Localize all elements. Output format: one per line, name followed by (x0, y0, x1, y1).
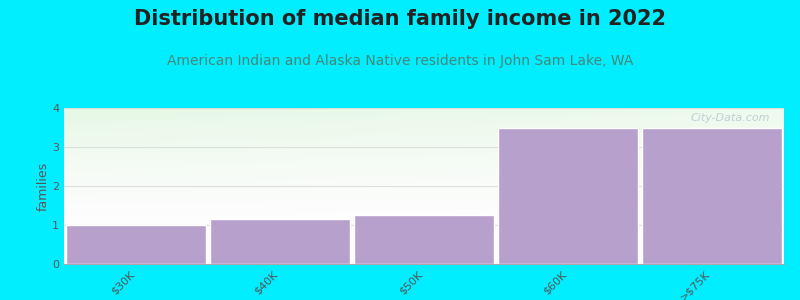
Bar (210, 219, 350, 264)
Text: City-Data.com: City-Data.com (690, 113, 770, 123)
Bar (66, 225, 206, 264)
Bar (498, 128, 638, 264)
Bar (642, 128, 782, 264)
Text: Distribution of median family income in 2022: Distribution of median family income in … (134, 9, 666, 29)
Text: American Indian and Alaska Native residents in John Sam Lake, WA: American Indian and Alaska Native reside… (167, 54, 633, 68)
Y-axis label: families: families (36, 161, 50, 211)
Bar (354, 215, 494, 264)
